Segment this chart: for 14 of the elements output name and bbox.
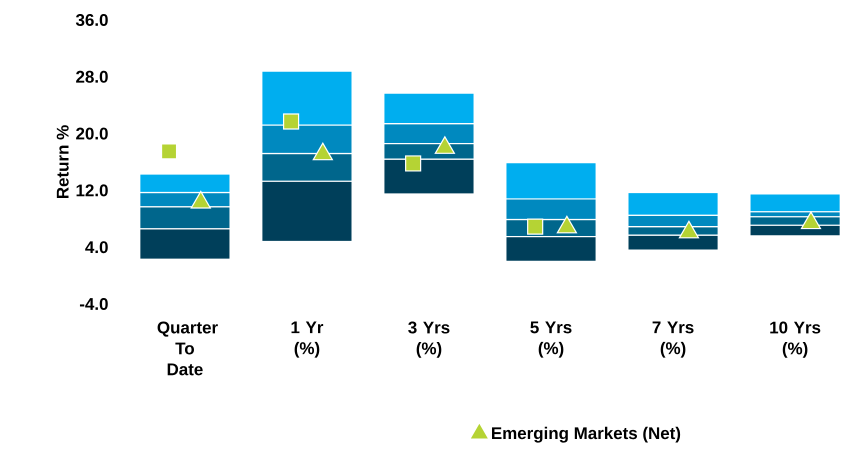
legend-label: Emerging Markets (Net) [492, 426, 680, 443]
y-tick-label: 20.0 [76, 128, 108, 140]
y-tick-label: 36.0 [76, 14, 108, 26]
x-tick-label: Quarter To Date [158, 322, 218, 376]
x-tick-label: 3 Yrs (%) [408, 322, 450, 358]
x-tick-label: 7 Yrs (%) [652, 322, 694, 358]
x-tick-label: 1 Yr (%) [292, 322, 324, 358]
y-tick-label: 4.0 [85, 241, 108, 254]
y-tick-label: 12.0 [76, 184, 108, 196]
x-tick-label: 5 Yrs (%) [530, 322, 572, 358]
y-tick-label: -4.0 [80, 298, 108, 310]
y-tick-label: 28.0 [76, 70, 108, 83]
y-axis-title: Return % [56, 125, 69, 198]
x-tick-label: 10 Yrs (%) [770, 322, 820, 358]
